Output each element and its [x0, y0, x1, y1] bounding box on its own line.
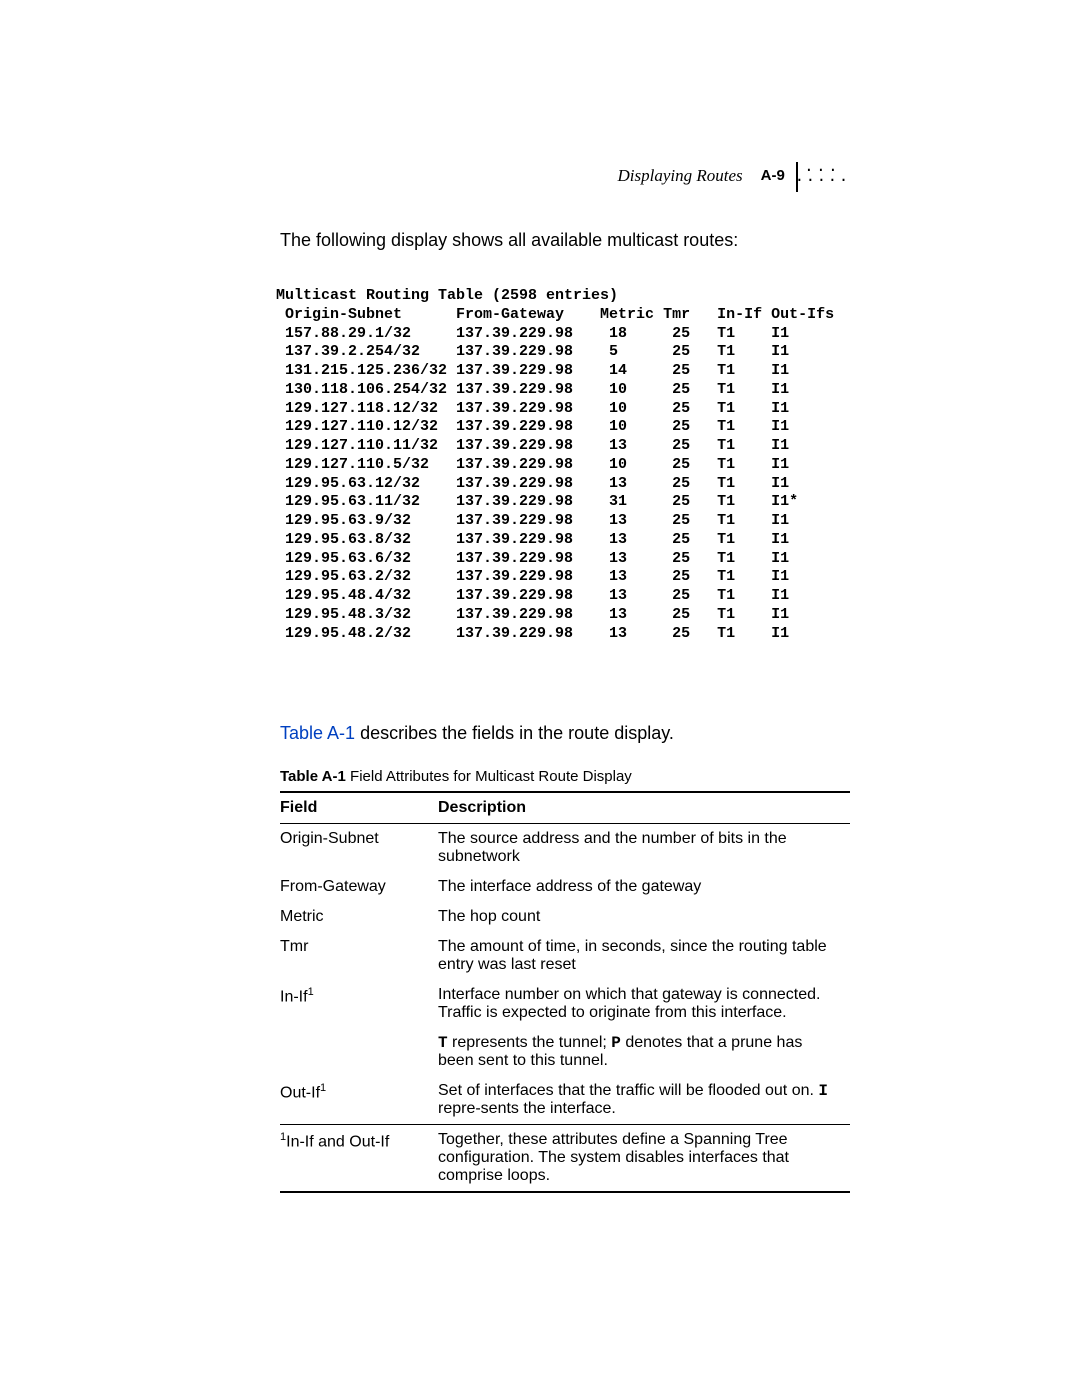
table-footnote-row: 1In-If and Out-IfTogether, these attribu…: [280, 1125, 850, 1193]
page-header: Displaying Routes A-9 ··· ·····: [618, 165, 850, 186]
table-cell-field: Out-If1: [280, 1076, 438, 1125]
table-cell-field: From-Gateway: [280, 872, 438, 902]
table-cell-description: Set of interfaces that the traffic will …: [438, 1076, 850, 1125]
table-reference-rest: describes the fields in the route displa…: [355, 723, 674, 743]
table-cell-description: The hop count: [438, 902, 850, 932]
table-row: In-If1Interface number on which that gat…: [280, 980, 850, 1028]
table-caption-bold: Table A-1: [280, 768, 346, 785]
table-cell-description: The source address and the number of bit…: [438, 824, 850, 873]
page: Displaying Routes A-9 ··· ····· The foll…: [0, 0, 1080, 1397]
table-row: From-GatewayThe interface address of the…: [280, 872, 850, 902]
table-row: MetricThe hop count: [280, 902, 850, 932]
table-cell-field: In-If1: [280, 980, 438, 1028]
table-cell-field: Metric: [280, 902, 438, 932]
header-title: Displaying Routes: [618, 166, 743, 186]
table-caption: Table A-1 Field Attributes for Multicast…: [280, 768, 850, 785]
table-cell-description: Interface number on which that gateway i…: [438, 980, 850, 1028]
table-row: Out-If1Set of interfaces that the traffi…: [280, 1076, 850, 1125]
table-cell-description: The amount of time, in seconds, since th…: [438, 932, 850, 980]
table-cell-field: Origin-Subnet: [280, 824, 438, 873]
table-reference-text: Table A-1 describes the fields in the ro…: [280, 723, 850, 744]
routing-table-output: Multicast Routing Table (2598 entries) O…: [276, 287, 850, 643]
table-cell-field: Tmr: [280, 932, 438, 980]
table-cell-field: [280, 1028, 438, 1076]
table-cell-field: 1In-If and Out-If: [280, 1125, 438, 1193]
table-cell-description: T represents the tunnel; P denotes that …: [438, 1028, 850, 1076]
table-caption-rest: Field Attributes for Multicast Route Dis…: [346, 768, 632, 785]
field-attributes-table: Field Description Origin-SubnetThe sourc…: [280, 791, 850, 1193]
table-row: T represents the tunnel; P denotes that …: [280, 1028, 850, 1076]
table-header-field: Field: [280, 792, 438, 824]
table-link[interactable]: Table A-1: [280, 723, 355, 743]
header-dots-icon: ··· ·····: [795, 165, 850, 185]
intro-text: The following display shows all availabl…: [280, 230, 850, 251]
header-page-number: A-9: [761, 167, 785, 184]
table-cell-description: The interface address of the gateway: [438, 872, 850, 902]
table-header-description: Description: [438, 792, 850, 824]
table-row: TmrThe amount of time, in seconds, since…: [280, 932, 850, 980]
table-cell-description: Together, these attributes define a Span…: [438, 1125, 850, 1193]
table-row: Origin-SubnetThe source address and the …: [280, 824, 850, 873]
